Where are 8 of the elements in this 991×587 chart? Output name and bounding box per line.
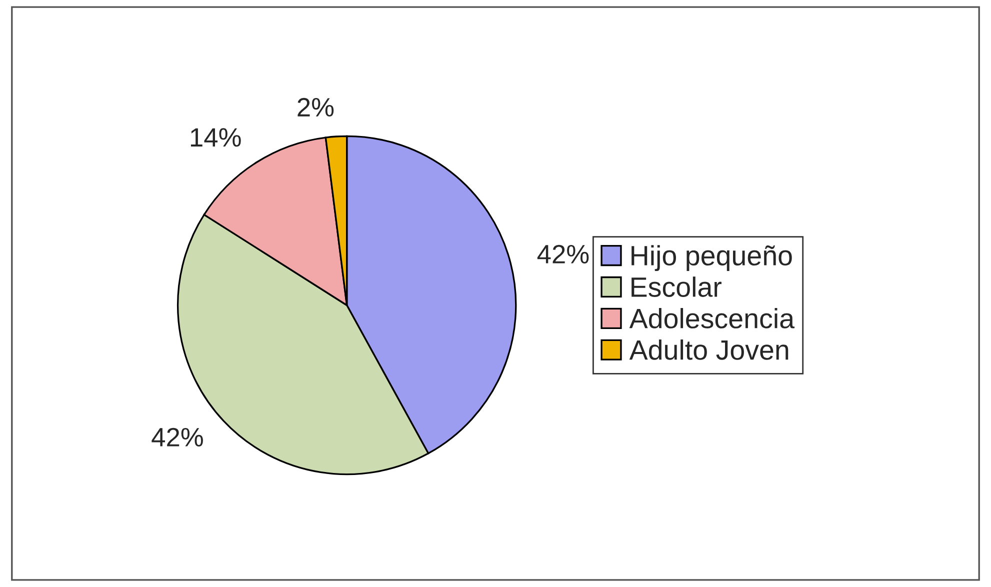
legend-label: Adulto Joven: [629, 339, 788, 360]
data-label: 14%: [190, 128, 241, 147]
legend-label: Hijo pequeño: [632, 245, 792, 272]
data-label: 2%: [298, 98, 334, 117]
data-label: 42%: [152, 428, 203, 446]
legend-label: Escolar: [632, 276, 722, 297]
data-label: 42%: [537, 244, 589, 264]
legend-label: Adolescencia: [629, 308, 795, 328]
